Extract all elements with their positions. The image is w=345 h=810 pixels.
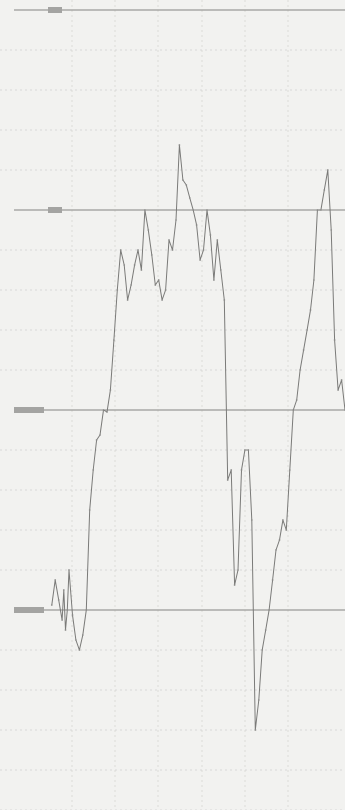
data-point [50,604,53,606]
y-tick-marker [48,7,62,13]
data-point [282,519,284,521]
data-point [209,234,212,236]
data-point [213,279,215,281]
data-point [62,589,65,591]
data-point [102,409,105,411]
data-point [195,224,198,226]
data-point [237,569,239,571]
data-point [68,569,70,571]
data-point [316,209,319,211]
data-point [254,729,257,731]
data-point [95,439,98,441]
data-point [66,609,69,611]
data-point [223,299,226,301]
data-point [113,339,115,341]
data-point [75,639,77,641]
data-point [64,629,67,631]
data-point [230,469,233,471]
data-point [192,209,195,211]
data-point [161,299,164,301]
data-point [85,609,88,611]
data-point [320,209,322,211]
data-point [175,219,177,221]
data-point [178,144,181,146]
data-point [292,409,295,411]
data-point [340,379,343,381]
data-point [144,209,146,211]
data-point [61,619,63,621]
data-point [182,179,184,181]
data-point [261,649,264,651]
data-point [140,269,143,271]
y-tick-marker [14,407,44,413]
y-tick-marker [14,607,44,613]
data-point [302,349,305,351]
data-point [116,289,119,291]
data-point [337,389,339,391]
data-point [226,479,229,481]
data-point [154,284,157,286]
data-point [71,614,74,616]
data-point [57,599,60,601]
data-point [88,509,91,511]
data-point [126,299,129,301]
data-point [81,634,84,636]
data-point [185,184,188,186]
data-point [119,249,122,251]
data-point [285,529,288,531]
data-point [109,389,112,391]
data-point [257,699,260,701]
data-point [244,449,246,451]
data-point [299,369,301,371]
data-point [268,609,270,611]
data-point [202,249,205,251]
data-point [106,411,108,413]
data-point [137,249,139,251]
data-point [216,239,219,241]
data-point [309,309,312,311]
data-point [288,469,291,471]
data-point [264,629,267,631]
data-point [171,249,174,251]
data-point [323,189,326,191]
data-point [306,329,308,331]
series-layer [50,144,345,731]
data-point [123,264,126,266]
data-point [295,399,298,401]
data-point [219,269,222,271]
data-point [206,209,208,211]
data-point [147,229,150,231]
data-point [188,197,191,199]
data-point [275,549,277,551]
data-point [330,229,333,231]
data-point [326,169,329,171]
data-point [92,469,95,471]
data-point [271,579,274,581]
data-point [250,519,253,521]
data-point [54,579,57,581]
data-point [164,289,167,291]
data-point [333,339,336,341]
data-point [247,449,250,451]
series-line [51,144,345,731]
data-point [150,254,153,256]
data-point [78,649,81,651]
data-point [157,279,160,281]
y-tick-marker [48,207,62,213]
data-point [278,539,281,541]
data-point [313,279,315,281]
data-point [233,584,236,586]
data-point [99,434,101,436]
data-point [130,284,133,286]
data-point [199,259,202,261]
data-point [240,469,243,471]
data-point [133,264,136,266]
data-point [168,239,170,241]
